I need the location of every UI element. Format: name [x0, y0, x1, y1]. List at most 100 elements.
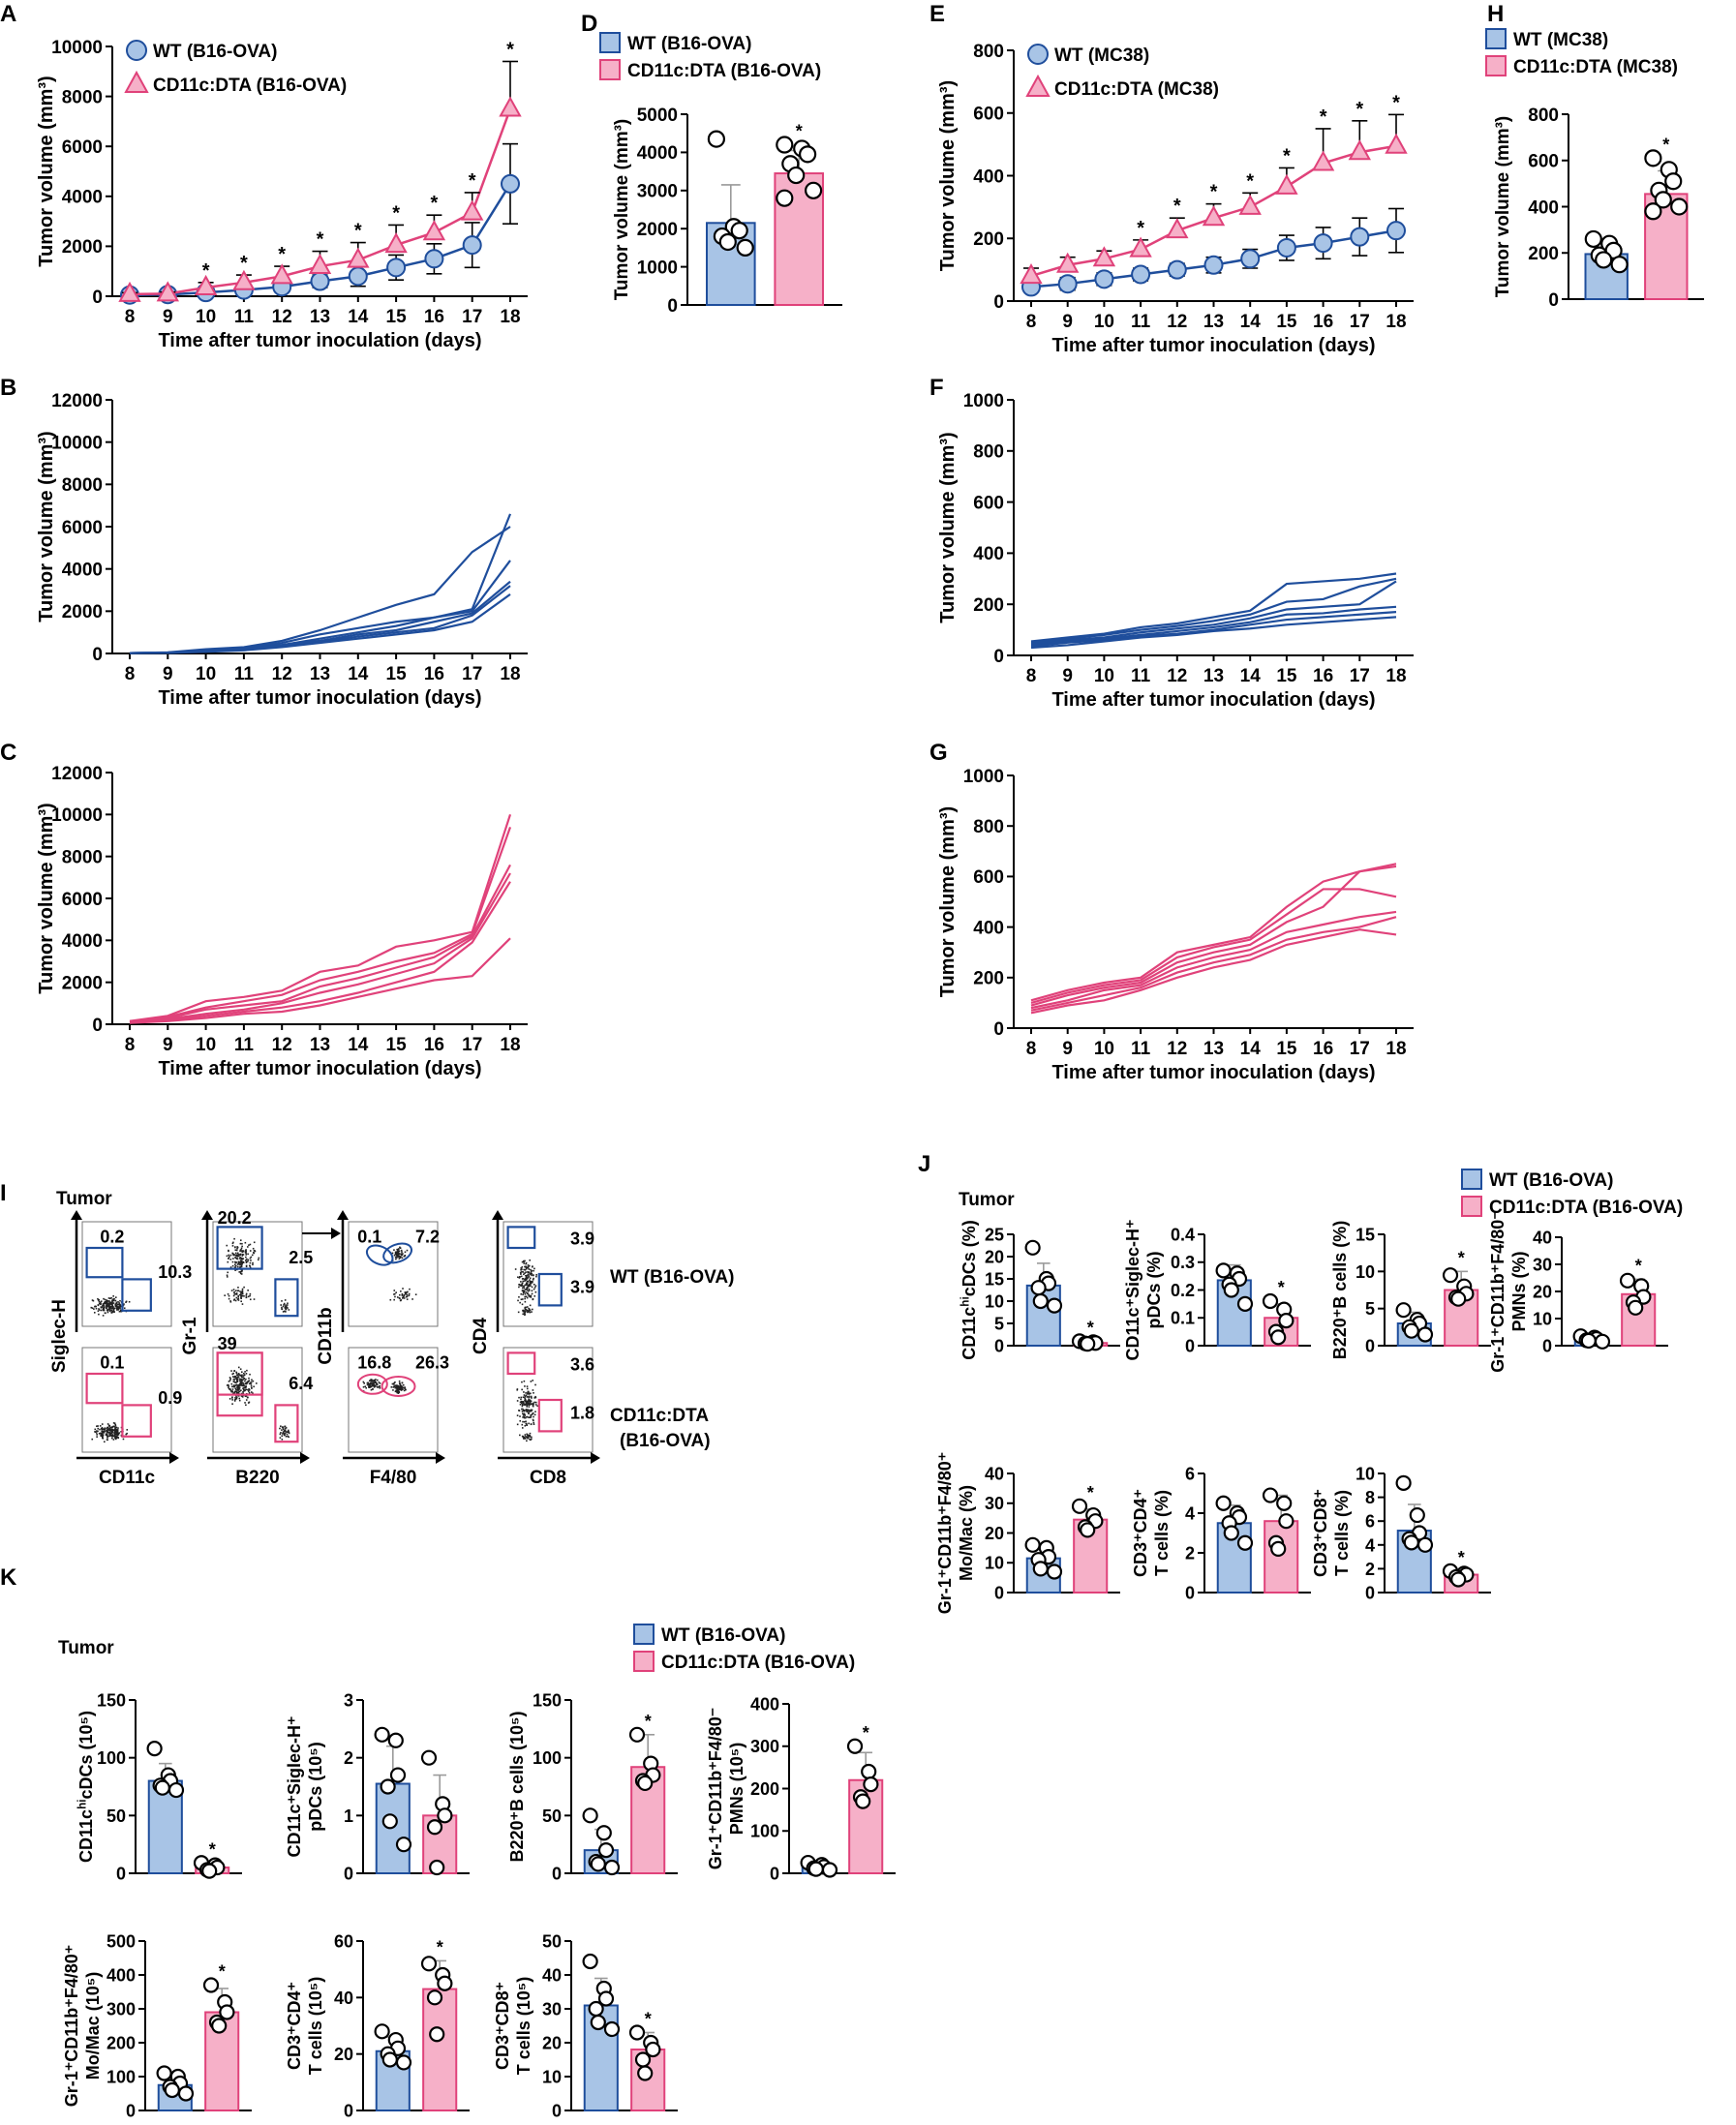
legend-K-dta-label: CD11c:DTA (B16-OVA)	[661, 1653, 855, 1673]
data-point	[1619, 1272, 1636, 1289]
flow-event	[234, 1396, 236, 1399]
series-line-G-m4	[1030, 910, 1397, 1010]
data-point	[380, 1778, 396, 1795]
flow-event	[525, 1267, 528, 1270]
flow-event	[526, 1411, 529, 1413]
flow-event	[393, 1381, 395, 1384]
chart-F-xtick-label: 17	[1350, 666, 1370, 686]
data-point	[1046, 1297, 1063, 1314]
flow-event	[534, 1401, 537, 1404]
flow-event	[245, 1382, 247, 1385]
flow-event	[533, 1419, 534, 1422]
flow-event	[393, 1298, 395, 1301]
flow-event	[91, 1299, 94, 1301]
flow-event	[240, 1384, 243, 1386]
flow-event	[401, 1292, 404, 1295]
significance-star: *	[1320, 106, 1327, 128]
flow-event	[119, 1303, 121, 1306]
flow-event	[525, 1409, 528, 1411]
flow-gate	[537, 1272, 563, 1307]
flow-event	[228, 1377, 231, 1379]
flow-event	[231, 1388, 234, 1390]
flow-event	[528, 1398, 530, 1401]
data-point	[776, 136, 794, 154]
significance-star: *	[1392, 92, 1400, 113]
flow-event	[241, 1303, 244, 1305]
flow-event	[257, 1259, 259, 1261]
flow-y-label: Gr-1	[180, 1317, 200, 1355]
flow-event	[119, 1304, 121, 1307]
chart-F-xtick-label: 12	[1167, 666, 1187, 686]
flow-event	[106, 1299, 107, 1301]
chart-C-xtick-label: 8	[125, 1035, 136, 1055]
flow-event	[106, 1435, 108, 1437]
flow-event	[239, 1383, 241, 1386]
flow-event	[239, 1260, 242, 1261]
flow-event	[240, 1294, 242, 1296]
flow-event	[234, 1261, 237, 1264]
chart-J7-ytick-label: 8	[1365, 1488, 1375, 1507]
flow-event	[243, 1374, 246, 1377]
flow-event	[241, 1263, 243, 1265]
flow-event	[369, 1383, 371, 1386]
flow-event	[230, 1290, 233, 1291]
flow-event	[523, 1309, 525, 1312]
flow-event	[116, 1430, 118, 1433]
flow-event	[522, 1420, 524, 1423]
flow-event	[243, 1372, 245, 1375]
flow-event	[530, 1392, 532, 1395]
panel-label-K: K	[0, 1564, 17, 1591]
significance-star: *	[1173, 196, 1181, 217]
flow-event	[529, 1277, 532, 1280]
flow-event	[231, 1397, 233, 1399]
flow-event	[240, 1376, 243, 1379]
flow-event	[115, 1430, 117, 1433]
flow-event	[518, 1295, 520, 1298]
flow-event	[90, 1306, 93, 1309]
flow-event	[531, 1286, 533, 1289]
flow-event	[366, 1381, 369, 1384]
flow-event	[285, 1435, 288, 1438]
chart-C-xtick-label: 14	[348, 1035, 369, 1055]
flow-event	[241, 1288, 244, 1290]
chart-J5-ytick-label: 0	[994, 1583, 1004, 1602]
chart-C-xlabel: Time after tumor inoculation (days)	[158, 1058, 481, 1079]
chart-G-ytick-label: 1000	[963, 767, 1004, 787]
flow-event	[521, 1287, 524, 1290]
flow-event	[526, 1385, 529, 1387]
flow-event	[282, 1432, 285, 1435]
flow-event	[397, 1252, 400, 1255]
flow-event	[534, 1404, 537, 1406]
flow-event	[246, 1381, 249, 1384]
flow-event	[527, 1409, 530, 1412]
flow-event	[521, 1402, 523, 1405]
flow-event	[284, 1432, 287, 1435]
flow-event	[521, 1285, 523, 1287]
flow-event	[246, 1369, 248, 1372]
flow-event	[247, 1260, 249, 1262]
flow-event	[533, 1287, 536, 1289]
flow-event	[516, 1388, 519, 1391]
flow-event	[372, 1383, 375, 1385]
marker-E-wt	[1386, 221, 1406, 241]
data-point	[164, 2081, 180, 2099]
flow-plot-CD11c-wt: 0.210.3	[81, 1221, 192, 1327]
flow-event	[241, 1245, 243, 1248]
flow-event	[113, 1429, 116, 1432]
data-point	[1080, 1336, 1096, 1352]
chart-C-xtick-label: 13	[310, 1035, 330, 1055]
flow-event	[526, 1396, 529, 1398]
flow-event	[117, 1427, 119, 1429]
flow-event	[530, 1296, 533, 1298]
flow-event	[106, 1427, 108, 1429]
flow-event	[369, 1381, 372, 1384]
flow-event	[373, 1384, 376, 1387]
flow-event	[236, 1389, 238, 1391]
data-point	[730, 222, 748, 240]
flow-event	[367, 1383, 370, 1386]
flow-event	[115, 1427, 117, 1429]
flow-event	[524, 1269, 527, 1271]
flow-event	[523, 1380, 526, 1382]
flow-event	[404, 1386, 407, 1388]
legend-H-wt-label: WT (MC38)	[1513, 30, 1608, 50]
